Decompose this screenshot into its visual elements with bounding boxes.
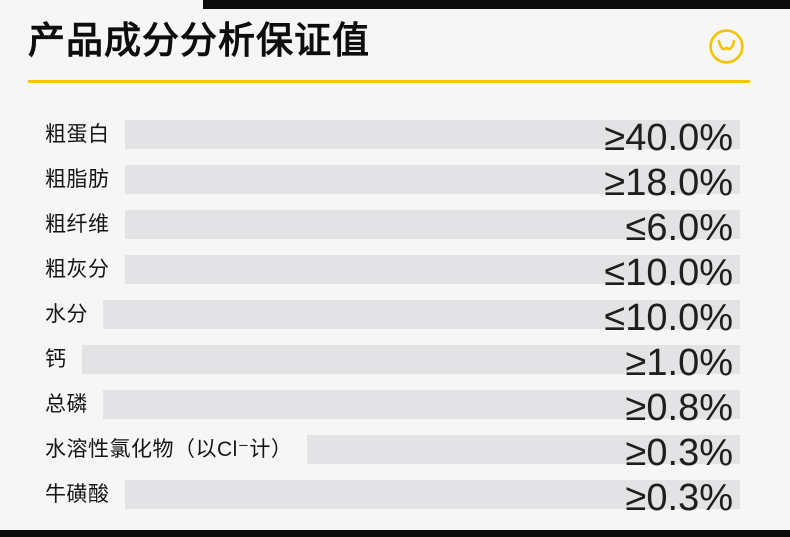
table-row: 总磷 ≥0.8%	[45, 389, 740, 427]
top-black-band	[203, 0, 790, 9]
table-row: 粗灰分 ≤10.0%	[45, 254, 740, 292]
row-value: ≤10.0%	[604, 297, 733, 339]
row-value: ≤10.0%	[604, 252, 733, 294]
bottom-black-band	[0, 530, 790, 537]
row-value-bar: ≥40.0%	[124, 119, 740, 157]
row-value: ≥0.3%	[625, 432, 733, 474]
page-title: 产品成分分析保证值	[28, 20, 370, 61]
row-value-bar: ≥0.3%	[124, 479, 740, 517]
row-value: ≥0.3%	[625, 477, 733, 519]
row-value: ≥1.0%	[625, 342, 733, 384]
row-value-bar: ≤10.0%	[124, 254, 740, 292]
row-value-bar: ≤10.0%	[103, 299, 740, 337]
row-label: 钙	[45, 348, 67, 371]
row-value-bar: ≥1.0%	[81, 344, 740, 382]
row-value-bar: ≤6.0%	[124, 209, 740, 247]
table-row: 粗蛋白 ≥40.0%	[45, 119, 740, 157]
row-label: 粗蛋白	[45, 123, 110, 146]
row-label: 总磷	[45, 393, 88, 416]
row-value: ≤6.0%	[625, 207, 733, 249]
table-row: 水分 ≤10.0%	[45, 299, 740, 337]
table-row: 粗脂肪 ≥18.0%	[45, 164, 740, 202]
row-label: 粗灰分	[45, 258, 110, 281]
row-label: 牛磺酸	[45, 483, 110, 506]
table-row: 粗纤维 ≤6.0%	[45, 209, 740, 247]
row-value-bar: ≥0.3%	[307, 434, 740, 472]
title-underline	[28, 80, 750, 83]
table-row: 牛磺酸 ≥0.3%	[45, 479, 740, 517]
row-label: 水分	[45, 303, 88, 326]
row-value-bar: ≥18.0%	[124, 164, 740, 202]
row-value: ≥18.0%	[604, 162, 733, 204]
table-row: 钙 ≥1.0%	[45, 344, 740, 382]
row-value: ≥0.8%	[625, 387, 733, 429]
check-circle-icon	[709, 29, 744, 64]
row-value-bar: ≥0.8%	[103, 389, 740, 427]
table-row: 水溶性氯化物（以Cl⁻计） ≥0.3%	[45, 434, 740, 472]
row-label: 水溶性氯化物（以Cl⁻计）	[45, 438, 293, 461]
row-value: ≥40.0%	[604, 117, 733, 159]
row-label: 粗脂肪	[45, 168, 110, 191]
row-label: 粗纤维	[45, 213, 110, 236]
